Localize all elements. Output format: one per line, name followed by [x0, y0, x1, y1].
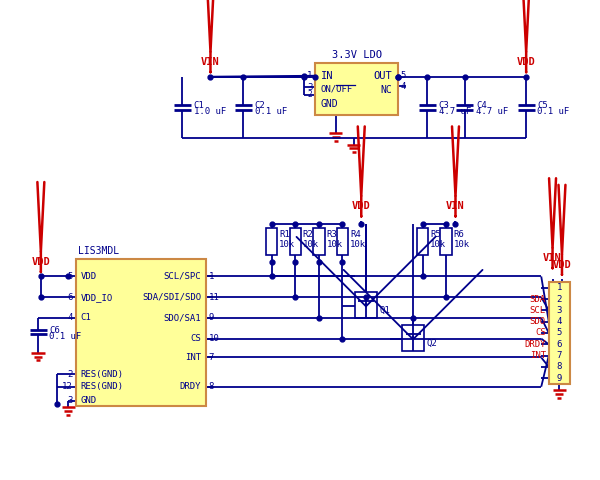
- Text: VDD: VDD: [352, 202, 371, 211]
- Text: OUT: OUT: [374, 71, 392, 81]
- Text: 5: 5: [68, 272, 73, 281]
- Bar: [417, 228, 428, 255]
- Bar: [315, 63, 398, 115]
- Bar: [355, 291, 377, 318]
- Bar: [402, 324, 424, 351]
- Bar: [337, 228, 348, 255]
- Text: 2: 2: [308, 90, 312, 99]
- Text: 10: 10: [209, 334, 220, 343]
- Text: VIN: VIN: [543, 253, 562, 263]
- Text: IN: IN: [321, 71, 333, 81]
- Text: 1: 1: [209, 272, 214, 281]
- Text: C6: C6: [49, 326, 60, 335]
- Text: 1.0 uF: 1.0 uF: [194, 107, 226, 116]
- Text: 10k: 10k: [303, 240, 319, 249]
- Bar: [290, 228, 301, 255]
- Text: LIS3MDL: LIS3MDL: [77, 246, 119, 256]
- Text: 10k: 10k: [350, 240, 366, 249]
- Text: INT: INT: [530, 351, 546, 360]
- Text: 10k: 10k: [454, 240, 470, 249]
- Text: 0.1 uF: 0.1 uF: [49, 332, 82, 341]
- Text: C1: C1: [194, 101, 204, 110]
- Text: 3: 3: [307, 83, 312, 92]
- Text: 11: 11: [209, 293, 220, 302]
- Text: SDO/SA1: SDO/SA1: [163, 313, 201, 323]
- Text: GND: GND: [80, 396, 97, 405]
- Text: R3: R3: [326, 230, 337, 240]
- Text: 4: 4: [556, 317, 562, 326]
- Text: 4.7 uF: 4.7 uF: [439, 107, 471, 116]
- Text: C2: C2: [255, 101, 266, 110]
- Bar: [266, 228, 277, 255]
- Text: 12: 12: [62, 382, 73, 391]
- Text: 1: 1: [307, 71, 312, 80]
- Text: R4: R4: [350, 230, 361, 240]
- Text: C4: C4: [476, 101, 487, 110]
- Text: VDD: VDD: [31, 257, 50, 267]
- Text: C1: C1: [80, 313, 91, 323]
- Text: SDA/SDI/SDO: SDA/SDI/SDO: [142, 293, 201, 302]
- Text: 5: 5: [556, 328, 562, 337]
- Text: R6: R6: [454, 230, 464, 240]
- Text: R5: R5: [430, 230, 441, 240]
- Text: SDO: SDO: [530, 317, 546, 326]
- Text: VDD_IO: VDD_IO: [80, 293, 113, 302]
- Text: 10k: 10k: [279, 240, 295, 249]
- Text: 6: 6: [68, 293, 73, 302]
- Text: 5: 5: [401, 71, 406, 80]
- Bar: [440, 228, 452, 255]
- Text: 9: 9: [209, 313, 214, 323]
- Text: SDA: SDA: [530, 295, 546, 303]
- Text: ON/OFF: ON/OFF: [321, 84, 353, 94]
- Text: 2: 2: [68, 370, 73, 379]
- Text: C5: C5: [538, 101, 548, 110]
- Text: 7: 7: [209, 353, 214, 362]
- Text: 3: 3: [68, 396, 73, 405]
- Text: GND: GND: [321, 99, 338, 109]
- Text: 4.7 uF: 4.7 uF: [476, 107, 508, 116]
- Text: Q1: Q1: [379, 306, 390, 315]
- Text: C3: C3: [439, 101, 449, 110]
- Text: 1: 1: [556, 283, 562, 292]
- Text: DRDY: DRDY: [179, 382, 201, 391]
- Text: VDD: VDD: [517, 57, 536, 67]
- Text: VDD: VDD: [80, 272, 97, 281]
- Text: 7: 7: [556, 351, 562, 360]
- Text: 10k: 10k: [430, 240, 446, 249]
- Text: SCL/SPC: SCL/SPC: [163, 272, 201, 281]
- Text: VIN: VIN: [201, 57, 220, 67]
- Text: RES(GND): RES(GND): [80, 382, 124, 391]
- Text: R1: R1: [279, 230, 290, 240]
- Text: NC: NC: [380, 85, 392, 95]
- Text: 9: 9: [556, 374, 562, 383]
- Text: SCL: SCL: [530, 306, 546, 315]
- Text: DRDY: DRDY: [524, 340, 546, 349]
- Text: 2: 2: [556, 295, 562, 303]
- Text: CS: CS: [535, 328, 546, 337]
- Text: 10k: 10k: [326, 240, 343, 249]
- Text: 4: 4: [68, 313, 73, 323]
- Bar: [549, 282, 569, 384]
- Text: RES(GND): RES(GND): [80, 370, 124, 379]
- Text: 6: 6: [556, 340, 562, 349]
- Bar: [313, 228, 325, 255]
- Text: 8: 8: [209, 382, 214, 391]
- Text: 4: 4: [401, 82, 406, 91]
- Text: 3: 3: [556, 306, 562, 315]
- Text: VDD: VDD: [553, 260, 571, 270]
- Bar: [76, 260, 206, 406]
- Text: VIN: VIN: [446, 202, 465, 211]
- Text: INT: INT: [185, 353, 201, 362]
- Text: Q2: Q2: [426, 339, 437, 348]
- Text: 3.3V LDO: 3.3V LDO: [332, 50, 382, 60]
- Text: CS: CS: [190, 334, 201, 343]
- Text: R2: R2: [303, 230, 314, 240]
- Text: 0.1 uF: 0.1 uF: [538, 107, 570, 116]
- Text: 0.1 uF: 0.1 uF: [255, 107, 287, 116]
- Text: 8: 8: [556, 362, 562, 372]
